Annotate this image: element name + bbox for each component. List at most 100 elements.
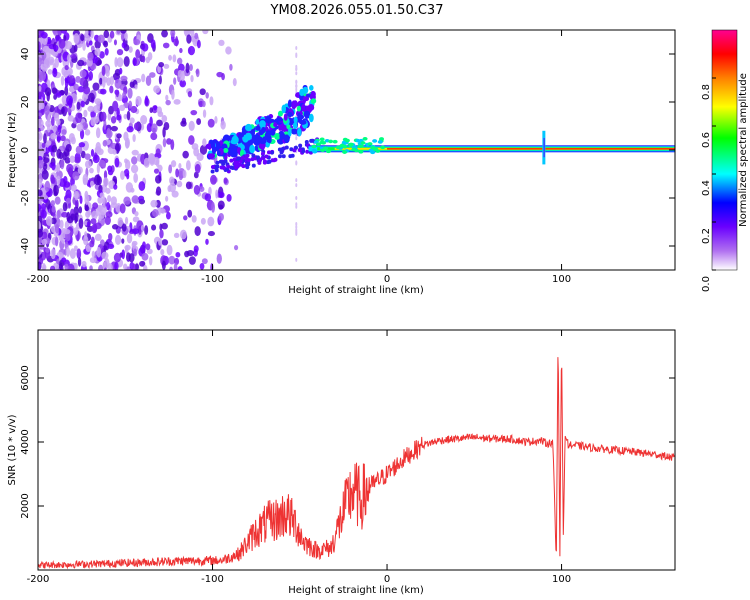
branch-blob <box>288 128 292 137</box>
branch-blob <box>259 138 267 145</box>
noise-blob <box>97 148 104 156</box>
noise-blob <box>54 112 60 122</box>
noise-blob <box>88 92 95 103</box>
noise-blob <box>131 195 139 204</box>
noise-blob <box>47 69 53 75</box>
branch-blob <box>218 159 223 164</box>
colorbar-tick-label: 0.0 <box>701 276 712 292</box>
noise-blob <box>38 247 41 258</box>
branch-blob <box>270 150 275 155</box>
branch-blob <box>230 165 235 170</box>
noise-blob <box>76 248 82 260</box>
noise-blob <box>188 256 196 265</box>
branch-blob <box>310 138 315 143</box>
noise-blob <box>65 246 71 257</box>
noise-blob <box>295 178 298 183</box>
noise-blob <box>173 262 178 270</box>
noise-blob <box>127 87 133 99</box>
branch-blob <box>297 148 302 153</box>
noise-blob <box>229 63 233 71</box>
noise-blob <box>119 203 126 214</box>
noise-blob <box>45 215 53 226</box>
noise-blob <box>134 211 139 217</box>
noise-blob <box>67 167 73 176</box>
noise-blob <box>38 69 41 75</box>
branch-blob <box>292 122 298 130</box>
branch-blob <box>360 141 366 145</box>
branch-blob <box>380 145 386 150</box>
noise-blob <box>182 150 189 159</box>
noise-blob <box>190 75 194 83</box>
noise-blob <box>196 39 201 49</box>
noise-blob <box>120 75 128 82</box>
noise-blob <box>133 39 141 46</box>
noise-blob <box>79 77 87 87</box>
snr-panel: -200 -100 0 100 2000 4000 6000 Height of stra… <box>7 329 676 596</box>
noise-blob <box>49 265 56 270</box>
noise-blob <box>113 184 118 190</box>
branch-blob <box>297 127 302 137</box>
noise-blob <box>80 150 86 159</box>
colorbar-tick-label: 0.8 <box>701 84 712 100</box>
noise-blob <box>88 40 93 46</box>
noise-blob <box>199 263 205 270</box>
noise-blob <box>130 187 135 193</box>
noise-blob <box>38 131 43 142</box>
noise-blob <box>78 206 83 214</box>
noise-blob <box>47 123 51 133</box>
noise-blob <box>131 149 139 156</box>
spectrogram-marks <box>38 30 675 270</box>
branch-blob <box>236 147 242 154</box>
branch-blob <box>246 158 251 163</box>
noise-blob <box>223 177 228 184</box>
noise-blob <box>41 265 46 270</box>
spectrogram-x-ticks: -200 -100 0 100 <box>27 30 571 285</box>
noise-blob <box>142 241 146 250</box>
noise-blob <box>188 120 195 131</box>
noise-blob <box>65 143 72 152</box>
noise-blob <box>40 71 46 81</box>
noise-blob <box>114 234 122 245</box>
noise-blob <box>194 226 201 237</box>
noise-blob <box>108 232 113 241</box>
snr-frame <box>37 329 676 571</box>
noise-blob <box>173 38 179 47</box>
noise-blob <box>194 163 201 174</box>
noise-blob <box>91 223 97 234</box>
noise-blob <box>45 140 52 146</box>
noise-blob <box>56 148 62 159</box>
noise-blob <box>115 90 119 98</box>
noise-blob <box>101 251 109 260</box>
noise-blob <box>191 215 197 223</box>
noise-blob <box>178 170 184 181</box>
branch-blob <box>236 156 241 161</box>
noise-blob <box>151 224 157 231</box>
noise-blob <box>70 184 77 192</box>
noise-blob <box>116 114 122 121</box>
noise-blob <box>90 30 94 39</box>
x-tick-label: 100 <box>552 574 571 585</box>
noise-blob <box>123 131 129 142</box>
branch-blob <box>219 165 224 170</box>
noise-blob <box>38 155 43 162</box>
branch-blob <box>244 123 253 132</box>
y-tick-label: 40 <box>20 48 31 61</box>
noise-blob <box>162 137 167 148</box>
noise-blob <box>40 108 45 116</box>
noise-blob <box>42 162 48 171</box>
branch-blob <box>255 125 261 131</box>
noise-blob <box>225 46 232 55</box>
snr-y-ticks: 2000 4000 6000 <box>20 365 675 519</box>
noise-blob <box>182 169 187 179</box>
noise-blob <box>200 217 206 225</box>
noise-blob <box>41 169 49 180</box>
noise-blob <box>151 209 159 218</box>
noise-blob <box>179 48 183 54</box>
noise-blob <box>41 238 48 245</box>
noise-blob <box>178 162 182 169</box>
noise-blob <box>40 31 48 39</box>
noise-blob <box>117 217 124 228</box>
noise-blob <box>114 78 122 89</box>
noise-blob <box>150 199 158 208</box>
